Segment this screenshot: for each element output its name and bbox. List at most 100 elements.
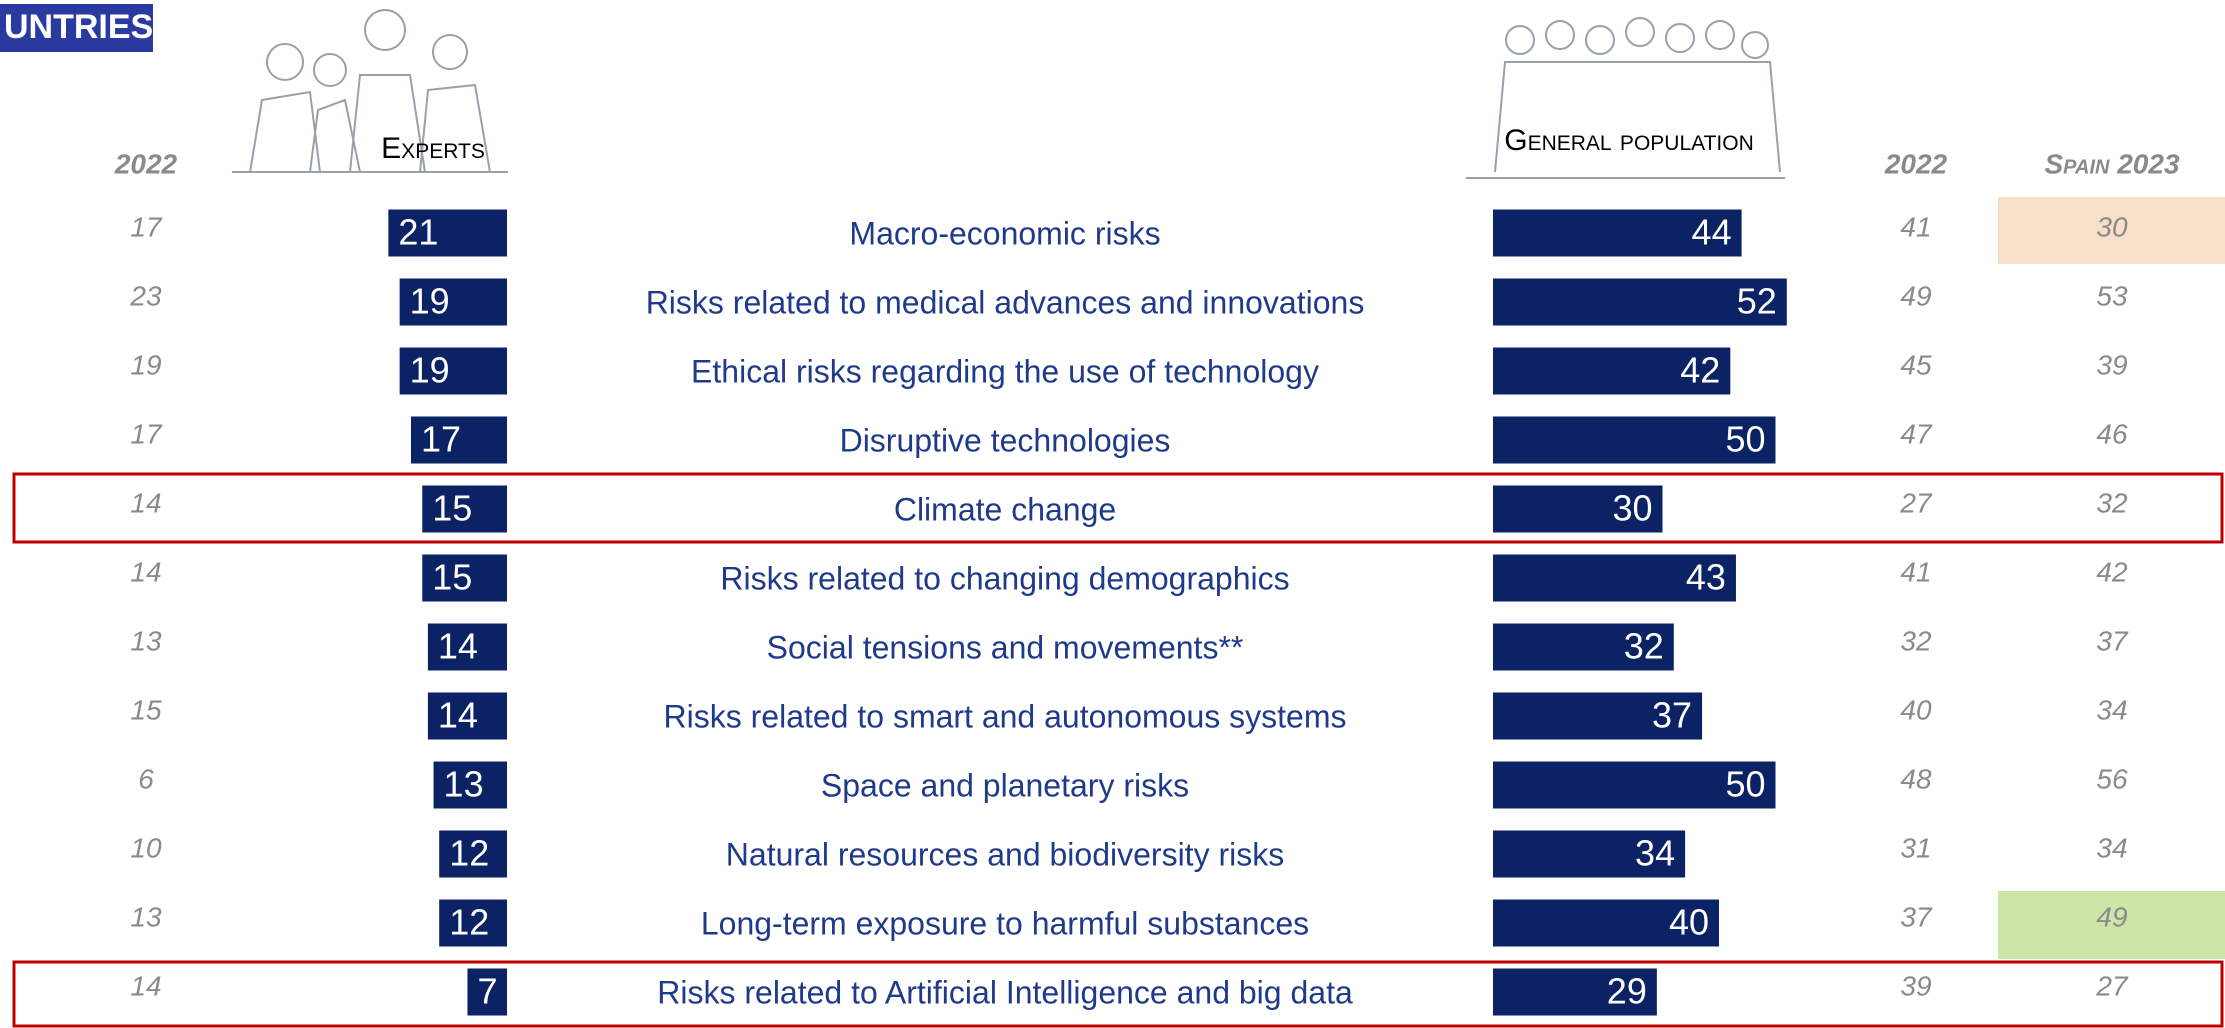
column-value: 13 bbox=[130, 625, 162, 656]
category-label: Social tensions and movements** bbox=[767, 629, 1244, 665]
bar bbox=[439, 899, 507, 947]
bar-value: 50 bbox=[1725, 419, 1765, 460]
bar-value: 40 bbox=[1669, 902, 1709, 943]
bar bbox=[1493, 623, 1674, 671]
bar bbox=[1493, 554, 1736, 602]
bar bbox=[1493, 968, 1657, 1016]
bar bbox=[1493, 830, 1686, 878]
column-value: 34 bbox=[2096, 694, 2127, 725]
highlight-cell bbox=[1998, 891, 2225, 959]
column-header: 2022 bbox=[114, 148, 178, 179]
population-illustration bbox=[1466, 17, 1785, 179]
column-value: 42 bbox=[2096, 556, 2128, 587]
column-value: 49 bbox=[1900, 280, 1931, 311]
column-value: 27 bbox=[2095, 970, 2129, 1001]
bar bbox=[439, 830, 507, 878]
bar bbox=[422, 554, 507, 602]
category-label: Risks related to Artificial Intelligence… bbox=[657, 974, 1353, 1010]
column-value: 10 bbox=[130, 832, 162, 863]
bar bbox=[399, 347, 507, 395]
bar-value: 15 bbox=[432, 557, 472, 598]
bar bbox=[1493, 899, 1719, 947]
bar-value: 15 bbox=[432, 488, 472, 529]
column-value: 14 bbox=[130, 970, 161, 1001]
column-value: 14 bbox=[130, 556, 161, 587]
chart-title: UNTRIES bbox=[4, 8, 153, 46]
highlight-frame bbox=[12, 960, 2224, 1028]
category-label: Natural resources and biodiversity risks bbox=[726, 836, 1284, 872]
bar bbox=[422, 485, 507, 533]
category-label: Space and planetary risks bbox=[821, 767, 1189, 803]
column-header: 2022 bbox=[1884, 148, 1948, 179]
column-value: 53 bbox=[2096, 280, 2128, 311]
bar-value: 52 bbox=[1737, 281, 1777, 322]
column-value: 17 bbox=[130, 211, 163, 242]
bar-value: 7 bbox=[477, 971, 497, 1012]
column-value: 49 bbox=[2096, 901, 2127, 932]
legend-label: Experts bbox=[381, 132, 485, 165]
bar-value: 21 bbox=[398, 212, 438, 253]
category-label: Risks related to medical advances and in… bbox=[646, 284, 1365, 320]
bar-value: 19 bbox=[410, 350, 450, 391]
column-value: 56 bbox=[2096, 763, 2128, 794]
column-value: 15 bbox=[130, 694, 162, 725]
bar-value: 30 bbox=[1612, 488, 1652, 529]
bar bbox=[1493, 209, 1742, 257]
category-label: Ethical risks regarding the use of techn… bbox=[691, 353, 1319, 389]
bar bbox=[388, 209, 507, 257]
bar-value: 43 bbox=[1686, 557, 1726, 598]
column-value: 39 bbox=[2096, 349, 2127, 380]
column-value: 30 bbox=[2096, 211, 2128, 242]
column-value: 32 bbox=[1900, 625, 1932, 656]
bar-value: 13 bbox=[444, 764, 484, 805]
column-value: 6 bbox=[138, 763, 154, 794]
column-value: 46 bbox=[2096, 418, 2128, 449]
bar bbox=[433, 761, 507, 809]
column-value: 45 bbox=[1900, 349, 1932, 380]
column-value: 37 bbox=[2096, 625, 2129, 656]
bar-value: 19 bbox=[410, 281, 450, 322]
bar bbox=[1493, 416, 1776, 464]
legend-label: General population bbox=[1504, 124, 1754, 157]
bar bbox=[1493, 278, 1787, 326]
column-value: 34 bbox=[2096, 832, 2127, 863]
bar bbox=[427, 623, 507, 671]
bar-value: 50 bbox=[1725, 764, 1765, 805]
title-box bbox=[0, 4, 153, 52]
column-value: 41 bbox=[1900, 556, 1931, 587]
experts-illustration bbox=[232, 9, 508, 173]
bar-value: 34 bbox=[1635, 833, 1675, 874]
bar bbox=[427, 692, 507, 740]
bar-value: 42 bbox=[1680, 350, 1720, 391]
category-label: Risks related to smart and autonomous sy… bbox=[664, 698, 1347, 734]
column-value: 41 bbox=[1900, 211, 1931, 242]
bar-value: 12 bbox=[449, 833, 489, 874]
bar-value: 14 bbox=[438, 626, 478, 667]
column-value: 23 bbox=[129, 280, 162, 311]
category-label: Risks related to changing demographics bbox=[720, 560, 1289, 596]
bar bbox=[1493, 347, 1731, 395]
column-value: 13 bbox=[130, 901, 162, 932]
category-label: Macro-economic risks bbox=[849, 215, 1160, 251]
column-value: 27 bbox=[1899, 487, 1933, 518]
column-value: 19 bbox=[130, 349, 161, 380]
bar bbox=[1493, 485, 1663, 533]
column-value: 31 bbox=[1900, 832, 1931, 863]
column-value: 47 bbox=[1900, 418, 1933, 449]
column-value: 17 bbox=[130, 418, 163, 449]
category-label: Disruptive technologies bbox=[840, 422, 1171, 458]
highlight-frame bbox=[12, 472, 2224, 544]
bar-value: 44 bbox=[1692, 212, 1732, 253]
highlight-cell bbox=[1998, 197, 2225, 264]
bar-value: 37 bbox=[1652, 695, 1692, 736]
bar-value: 29 bbox=[1607, 971, 1647, 1012]
bar-value: 17 bbox=[421, 419, 461, 460]
column-value: 48 bbox=[1900, 763, 1932, 794]
column-header: Spain 2023 bbox=[2044, 148, 2179, 179]
column-value: 40 bbox=[1900, 694, 1932, 725]
category-label: Climate change bbox=[894, 491, 1116, 527]
bar-value: 14 bbox=[438, 695, 478, 736]
bar bbox=[467, 968, 507, 1016]
column-value: 14 bbox=[130, 487, 161, 518]
